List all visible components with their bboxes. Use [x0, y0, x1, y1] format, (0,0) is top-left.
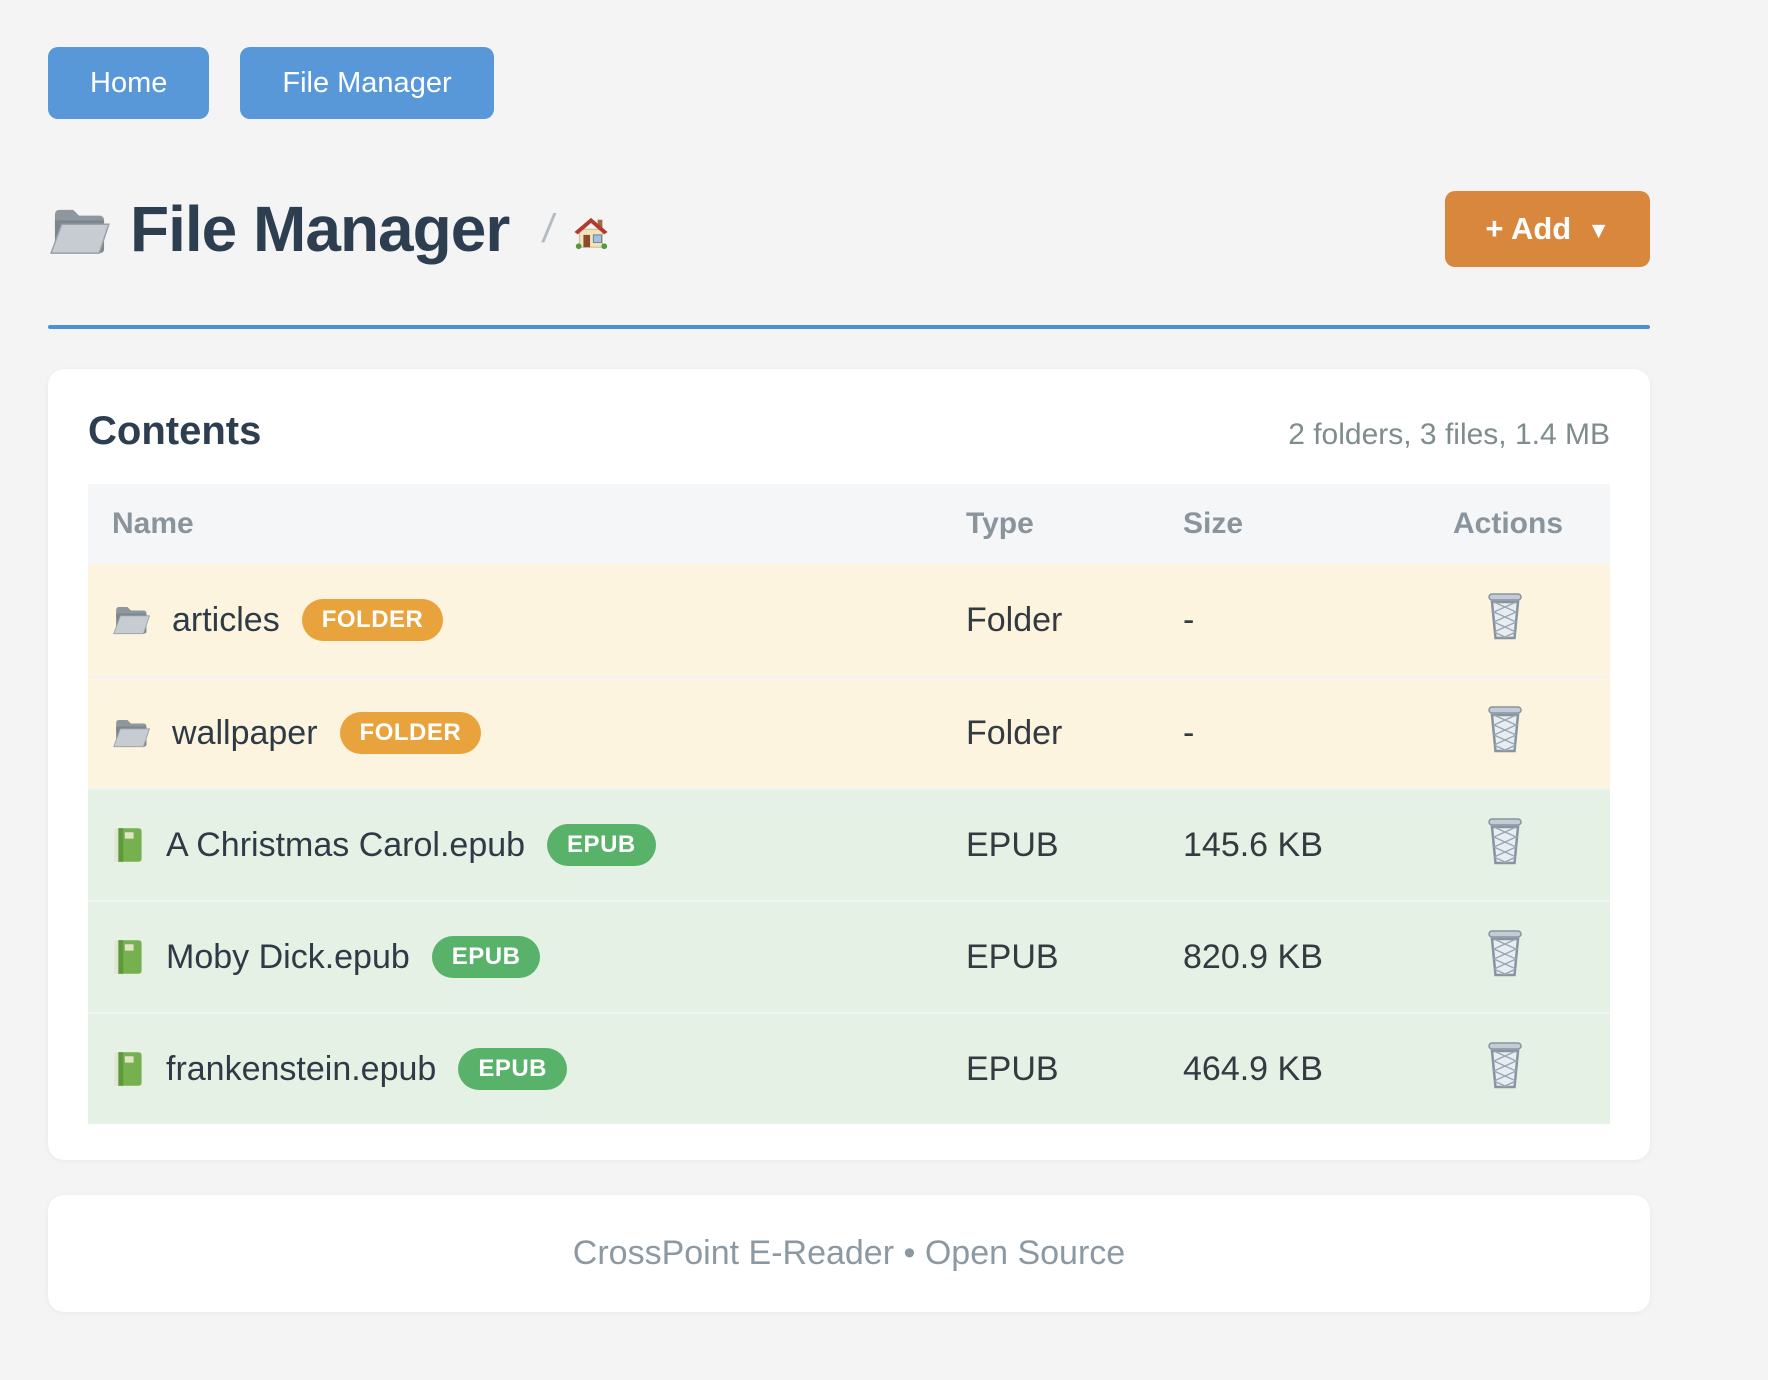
- table-row-moby-dick[interactable]: Moby Dick.epub EPUB EPUB 820.9 KB: [88, 900, 1610, 1012]
- table-row-christmas-carol[interactable]: A Christmas Carol.epub EPUB EPUB 145.6 K…: [88, 788, 1610, 900]
- trash-icon: [1485, 817, 1525, 865]
- folder-badge: FOLDER: [301, 599, 444, 641]
- column-header-name: Name: [112, 507, 194, 540]
- file-name: wallpaper: [172, 713, 318, 752]
- add-button[interactable]: + Add ▼: [1445, 191, 1650, 267]
- file-size: -: [1183, 600, 1195, 639]
- table-row-wallpaper[interactable]: wallpaper FOLDER Folder -: [88, 676, 1610, 788]
- column-header-actions: Actions: [1453, 507, 1564, 540]
- home-house-icon[interactable]: [572, 215, 610, 251]
- file-name: A Christmas Carol.epub: [166, 825, 526, 864]
- top-nav: Home File Manager: [48, 47, 1650, 119]
- table-row-frankenstein[interactable]: frankenstein.epub EPUB EPUB 464.9 KB: [88, 1012, 1610, 1124]
- delete-button[interactable]: [1485, 592, 1525, 640]
- green-book-icon: [112, 1049, 144, 1089]
- footer-text: CrossPoint E-Reader • Open Source: [572, 1234, 1126, 1272]
- folder-badge: FOLDER: [339, 712, 482, 754]
- file-size: -: [1183, 713, 1195, 752]
- file-table: Name Type Size Actions articles FOLDER F…: [88, 484, 1610, 1124]
- epub-badge: EPUB: [547, 824, 656, 866]
- file-size: 145.6 KB: [1183, 825, 1323, 864]
- contents-card: Contents 2 folders, 3 files, 1.4 MB Name…: [48, 369, 1650, 1160]
- folder-icon: [112, 716, 150, 750]
- file-type: EPUB: [966, 1049, 1059, 1088]
- delete-button[interactable]: [1485, 929, 1525, 977]
- trash-icon: [1485, 1041, 1525, 1089]
- green-book-icon: [112, 937, 144, 977]
- file-name: frankenstein.epub: [166, 1049, 437, 1088]
- file-type: Folder: [966, 600, 1063, 639]
- file-size: 464.9 KB: [1183, 1049, 1323, 1088]
- delete-button[interactable]: [1485, 705, 1525, 753]
- column-header-size: Size: [1183, 507, 1244, 540]
- header-divider: [48, 325, 1650, 329]
- trash-icon: [1485, 929, 1525, 977]
- file-manager-nav-button[interactable]: File Manager: [240, 47, 494, 119]
- file-name: Moby Dick.epub: [166, 937, 410, 976]
- table-header-row: Name Type Size Actions: [88, 484, 1610, 564]
- page-title: File Manager: [130, 193, 510, 265]
- epub-badge: EPUB: [431, 936, 541, 978]
- file-name: articles: [172, 600, 280, 639]
- folder-icon: [112, 603, 150, 637]
- file-type: EPUB: [966, 937, 1059, 976]
- page-header: File Manager / + Add ▼: [48, 191, 1650, 267]
- trash-icon: [1485, 592, 1525, 640]
- trash-icon: [1485, 705, 1525, 753]
- chevron-down-icon: ▼: [1587, 216, 1610, 243]
- file-type: EPUB: [966, 825, 1059, 864]
- epub-badge: EPUB: [458, 1048, 567, 1090]
- contents-summary: 2 folders, 3 files, 1.4 MB: [1288, 418, 1610, 451]
- delete-button[interactable]: [1485, 817, 1525, 865]
- home-nav-button[interactable]: Home: [48, 47, 210, 119]
- file-size: 820.9 KB: [1183, 937, 1323, 976]
- table-row-articles[interactable]: articles FOLDER Folder -: [88, 564, 1610, 676]
- footer: CrossPoint E-Reader • Open Source: [48, 1195, 1650, 1312]
- file-type: Folder: [966, 713, 1063, 752]
- contents-heading: Contents: [88, 409, 262, 453]
- green-book-icon: [112, 825, 144, 865]
- folder-icon: [48, 205, 110, 257]
- add-button-label: + Add: [1485, 211, 1572, 246]
- breadcrumb-separator: /: [540, 206, 558, 251]
- page-container: Home File Manager File Manager / + Add ▼…: [48, 0, 1650, 1312]
- column-header-type: Type: [966, 507, 1034, 540]
- delete-button[interactable]: [1485, 1041, 1525, 1089]
